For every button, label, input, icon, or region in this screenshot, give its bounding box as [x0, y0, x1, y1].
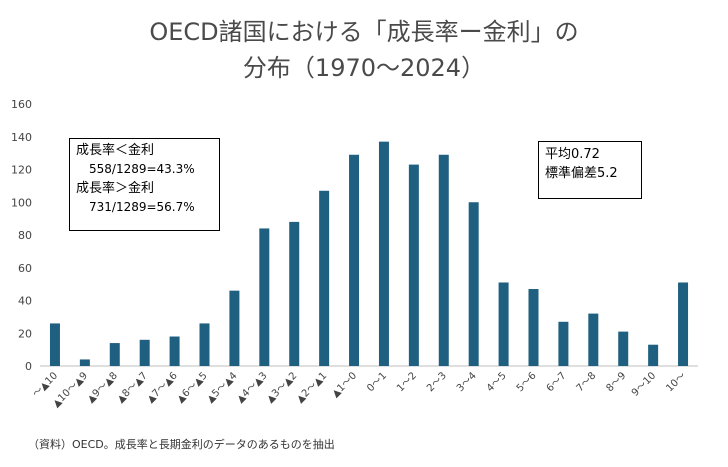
x-tick-label: 2〜3 [425, 370, 449, 394]
bar-11 [378, 141, 389, 366]
bar-19 [618, 331, 629, 366]
bar-21 [678, 282, 689, 366]
x-tick-label: 6〜7 [545, 370, 569, 394]
bar-18 [588, 313, 599, 366]
y-tick-label: 140 [11, 131, 32, 144]
x-tick-label: 〜▲10 [31, 370, 60, 399]
bar-20 [648, 344, 659, 366]
y-tick-label: 100 [11, 196, 32, 209]
x-tick-label: 10〜 [664, 370, 688, 394]
bar-10 [349, 154, 360, 366]
chart-title-line-2: 分布（1970〜2024） [242, 54, 486, 82]
x-tick-label: ▲5〜▲4 [205, 370, 240, 405]
x-tick-label: ▲2〜▲1 [295, 370, 330, 405]
comparison-line-1: 成長率＜金利 [76, 143, 155, 158]
bar-13 [438, 154, 449, 366]
bar-16 [528, 289, 539, 366]
bar-3 [139, 339, 150, 366]
bar-12 [408, 164, 419, 366]
stats-stddev: 標準偏差5.2 [545, 166, 618, 181]
x-tick-label: ▲7〜▲6 [145, 370, 180, 405]
bars [49, 141, 689, 366]
chart-title: OECD諸国における「成長率ー金利」の 分布（1970〜2024） [0, 14, 728, 86]
x-tick-label: ▲1〜0 [330, 370, 359, 399]
comparison-line-4: 731/1289=56.7% [89, 200, 195, 214]
y-tick-label: 40 [18, 295, 32, 308]
comparison-box: 成長率＜金利 558/1289=43.3% 成長率＞金利 731/1289=56… [69, 138, 220, 231]
x-tick-label: ▲9〜▲8 [85, 370, 120, 405]
bar-0 [49, 323, 60, 366]
x-tick-label: 5〜6 [515, 370, 539, 394]
y-tick-label: 60 [18, 262, 32, 275]
x-tick-label: ▲4〜▲3 [235, 370, 270, 405]
bar-6 [229, 290, 240, 366]
y-tick-label: 120 [11, 164, 32, 177]
bar-5 [199, 323, 210, 366]
x-tick-label: 4〜5 [485, 370, 509, 394]
bar-8 [289, 221, 300, 366]
x-tick-label: ▲8〜▲7 [115, 370, 150, 405]
bar-17 [558, 321, 569, 366]
y-tick-label: 80 [18, 229, 32, 242]
stats-mean: 平均0.72 [545, 147, 600, 162]
x-tick-label: 8〜9 [604, 370, 628, 394]
bar-9 [319, 190, 330, 366]
y-tick-label: 20 [18, 327, 32, 340]
comparison-line-2: 558/1289=43.3% [89, 162, 195, 176]
bar-4 [169, 336, 180, 366]
x-tick-label: 0〜1 [365, 370, 389, 394]
bar-14 [468, 202, 479, 366]
x-tick-label: 3〜4 [455, 370, 479, 394]
y-tick-label: 0 [25, 360, 32, 373]
x-tick-label: ▲3〜▲2 [265, 370, 300, 405]
x-tick-label: 7〜8 [575, 370, 599, 394]
x-axis: 〜▲10▲10〜▲9▲9〜▲8▲8〜▲7▲7〜▲6▲6〜▲5▲5〜▲4▲4〜▲3… [31, 370, 688, 409]
bar-15 [498, 282, 509, 366]
x-tick-label: ▲6〜▲5 [175, 370, 210, 405]
chart-title-line-1: OECD諸国における「成長率ー金利」の [149, 18, 579, 46]
y-axis: 0 20 40 60 80 100 120 140 160 [11, 98, 32, 373]
y-tick-label: 160 [11, 98, 32, 111]
bar-1 [79, 359, 90, 366]
bar-7 [259, 228, 270, 366]
bar-2 [109, 343, 120, 366]
source-note: （資料）OECD。成長率と長期金利のデータのあるものを抽出 [28, 438, 335, 451]
x-tick-label: 9〜10 [630, 370, 658, 398]
comparison-line-3: 成長率＞金利 [76, 181, 155, 196]
x-tick-label: 1〜2 [395, 370, 419, 394]
stats-box: 平均0.72 標準偏差5.2 [538, 141, 642, 199]
